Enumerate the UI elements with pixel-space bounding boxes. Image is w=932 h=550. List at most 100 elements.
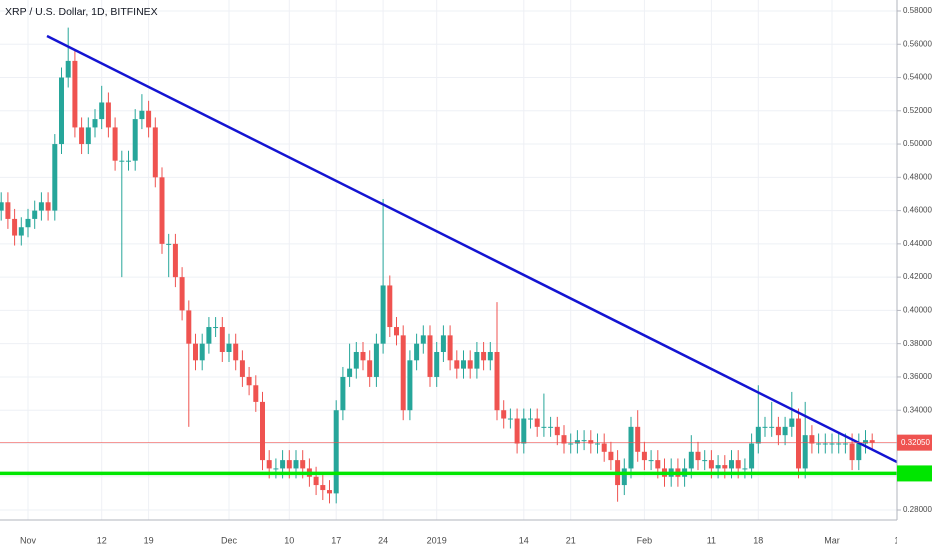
candle-body [65, 60, 71, 78]
candle-body [112, 127, 118, 161]
candle-body [487, 351, 493, 361]
candle-body [132, 119, 138, 161]
candle-body [521, 418, 527, 444]
candle-body [206, 327, 212, 344]
candle-body [38, 202, 44, 211]
y-tick-label: 0.34000 [903, 405, 932, 414]
candle-body [327, 490, 332, 494]
x-tick-label: Nov [20, 535, 37, 545]
y-tick-label: 0.38000 [903, 339, 932, 348]
candle-body [568, 443, 574, 445]
candle-body [253, 385, 259, 402]
candle-body [18, 227, 24, 236]
candle-body [708, 460, 714, 469]
candle-body [72, 60, 78, 128]
y-tick-label: 0.36000 [903, 372, 932, 381]
candle-body [789, 418, 795, 427]
x-tick-label: Dec [221, 535, 238, 545]
candle-body [775, 426, 781, 436]
candle-body [581, 440, 587, 442]
y-tick-label: 0.52000 [903, 106, 932, 115]
x-tick-label: 21 [566, 535, 576, 545]
candle-body [809, 435, 815, 444]
candle-body [434, 351, 440, 377]
candles [0, 27, 875, 504]
y-tick-label: 0.50000 [903, 139, 932, 148]
candle-body [179, 277, 185, 311]
grid [0, 0, 900, 520]
x-tick-label: Feb [637, 535, 653, 545]
candle-body [126, 160, 131, 162]
candle-body [635, 426, 641, 452]
candle-body [528, 418, 533, 420]
candle-body [166, 243, 172, 245]
y-tick-label: 0.48000 [903, 172, 932, 181]
candle-body [394, 327, 399, 336]
candle-body [769, 426, 775, 428]
candle-body [360, 351, 366, 361]
candle-body [293, 460, 299, 469]
candle-body [353, 351, 359, 369]
candle-body [152, 127, 158, 178]
y-tick-label: 0.44000 [903, 239, 932, 248]
price-lines [0, 442, 897, 476]
candle-body [688, 451, 694, 469]
candle-body [849, 443, 855, 461]
candle-body [427, 335, 433, 377]
candle-body [842, 443, 848, 445]
candle-body [501, 410, 507, 419]
candle-body [802, 435, 808, 469]
candle-body [320, 485, 326, 491]
y-tick-label: 0.54000 [903, 73, 932, 82]
x-axis: Nov 12 19 Dec 10 17 24 2019 14 21 Feb 11 18 Mar 11 [20, 535, 897, 545]
x-tick-label: 18 [753, 535, 763, 545]
candle-body [548, 426, 554, 428]
y-tick-label: 0.46000 [903, 206, 932, 215]
candle-body [507, 418, 513, 420]
candle-body [5, 202, 11, 219]
candle-body [514, 418, 520, 444]
candle-body [836, 443, 842, 445]
candle-body [762, 426, 768, 428]
candle-body [467, 360, 473, 369]
candle-body [233, 343, 239, 361]
candle-body [373, 343, 379, 377]
candle-body [0, 202, 4, 211]
candle-body [461, 360, 466, 369]
candle-body [172, 243, 178, 278]
candle-body [347, 368, 353, 377]
candle-body [755, 426, 761, 444]
y-tick-label: 0.56000 [903, 39, 932, 48]
candle-body [85, 127, 91, 145]
support-tag [897, 465, 932, 482]
chart-title: XRP / U.S. Dollar, 1D, BITFINEX [5, 6, 158, 18]
candle-body [92, 119, 98, 128]
candle-body [45, 202, 51, 211]
candle-body [863, 440, 868, 444]
y-tick-label: 0.58000 [903, 6, 932, 15]
y-axis: 0.280000.300000.320000.340000.360000.380… [897, 6, 932, 514]
last-price-label: 0.32050 [901, 438, 930, 447]
candle-body [260, 401, 265, 461]
candle-body [199, 343, 205, 361]
candle-body [146, 110, 152, 128]
candle-body [534, 418, 540, 427]
candle-body [59, 77, 64, 145]
x-tick-label: 17 [331, 535, 341, 545]
candle-body [796, 418, 801, 469]
candle-body [695, 451, 701, 461]
candle-body [595, 443, 600, 445]
candle-body [367, 360, 373, 377]
candle-body [715, 465, 721, 469]
candle-body [420, 335, 426, 344]
candle-body [32, 210, 38, 219]
y-tick-label: 0.40000 [903, 306, 932, 315]
candle-body [541, 426, 547, 428]
candle-body [621, 468, 627, 486]
x-tick-label: Mar [824, 535, 840, 545]
candle-body [186, 310, 192, 344]
candle-body [286, 460, 292, 469]
y-axis-panel [897, 0, 932, 550]
candle-body [313, 476, 319, 486]
candle-body [648, 460, 654, 462]
